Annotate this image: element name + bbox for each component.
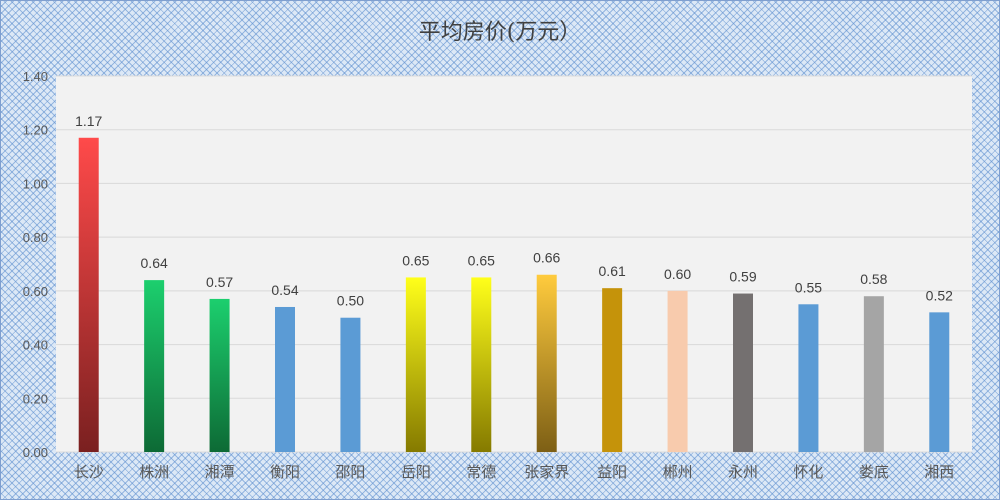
- x-tick-label: 永州: [728, 463, 758, 481]
- data-label: 0.65: [468, 252, 495, 268]
- data-label: 0.58: [860, 271, 887, 287]
- y-tick-label: 0.20: [23, 391, 48, 406]
- x-tick-label: 湘西: [924, 463, 954, 481]
- x-tick-label: 湘潭: [205, 463, 235, 481]
- bar-12: [798, 304, 819, 452]
- bar-10: [667, 290, 688, 452]
- x-tick-label: 郴州: [663, 463, 693, 481]
- data-labels: 1.17 0.64 0.57 0.54 0.50 0.65 0.65 0.66 0.61 0.60…: [75, 113, 953, 309]
- bar-14: [929, 312, 950, 452]
- y-tick-label: 0.60: [23, 284, 48, 299]
- y-axis-ticks: 0.00 0.20 0.40 0.60 0.80 1.00 1.20 1.40: [23, 69, 48, 460]
- y-tick-label: 0.80: [23, 230, 48, 245]
- x-tick-label: 怀化: [793, 463, 823, 481]
- x-tick-label: 张家界: [524, 463, 569, 481]
- y-tick-label: 0.40: [23, 338, 48, 353]
- gridlines: [56, 75, 972, 453]
- x-tick-label: 衡阳: [270, 463, 300, 481]
- bar-5: [340, 317, 361, 452]
- data-label: 0.55: [795, 279, 822, 295]
- bar-7: [471, 277, 492, 452]
- data-label: 0.59: [729, 269, 756, 285]
- data-label: 0.66: [533, 250, 560, 266]
- data-label: 1.17: [75, 113, 102, 129]
- bar-11: [733, 293, 753, 452]
- bar-6: [405, 277, 426, 452]
- bars: [78, 137, 950, 452]
- data-label: 0.57: [206, 274, 233, 290]
- data-label: 0.60: [664, 266, 691, 282]
- data-label: 0.54: [271, 282, 298, 298]
- x-tick-label: 岳阳: [401, 463, 431, 481]
- x-tick-label: 娄底: [859, 463, 889, 481]
- x-axis-ticks: 长沙 株洲 湘潭 衡阳 邵阳 岳阳 常德 张家界 益阳 郴州 永州 怀化 娄底 湘西: [74, 463, 955, 481]
- plot-area: [56, 76, 972, 452]
- bar-9: [602, 288, 623, 452]
- x-tick-label: 常德: [466, 463, 496, 481]
- data-label: 0.50: [337, 293, 364, 309]
- data-label: 0.64: [141, 255, 168, 271]
- y-tick-label: 1.00: [23, 176, 48, 191]
- bar-2: [144, 280, 165, 452]
- data-label: 0.61: [599, 263, 626, 279]
- chart-title: 平均房价(万元）: [418, 20, 582, 45]
- data-label: 0.52: [926, 287, 953, 303]
- bar-13: [863, 296, 884, 452]
- y-tick-label: 0.00: [23, 445, 48, 460]
- x-tick-label: 株洲: [139, 463, 169, 481]
- y-tick-label: 1.40: [23, 69, 48, 84]
- bar-8: [536, 274, 557, 452]
- bar-4: [275, 306, 295, 452]
- x-tick-label: 益阳: [597, 463, 627, 481]
- bar-3: [209, 298, 230, 452]
- y-tick-label: 1.20: [23, 123, 48, 138]
- bar-1: [78, 137, 99, 452]
- x-tick-label: 长沙: [74, 463, 104, 481]
- x-tick-label: 邵阳: [335, 463, 365, 481]
- data-label: 0.65: [402, 252, 429, 268]
